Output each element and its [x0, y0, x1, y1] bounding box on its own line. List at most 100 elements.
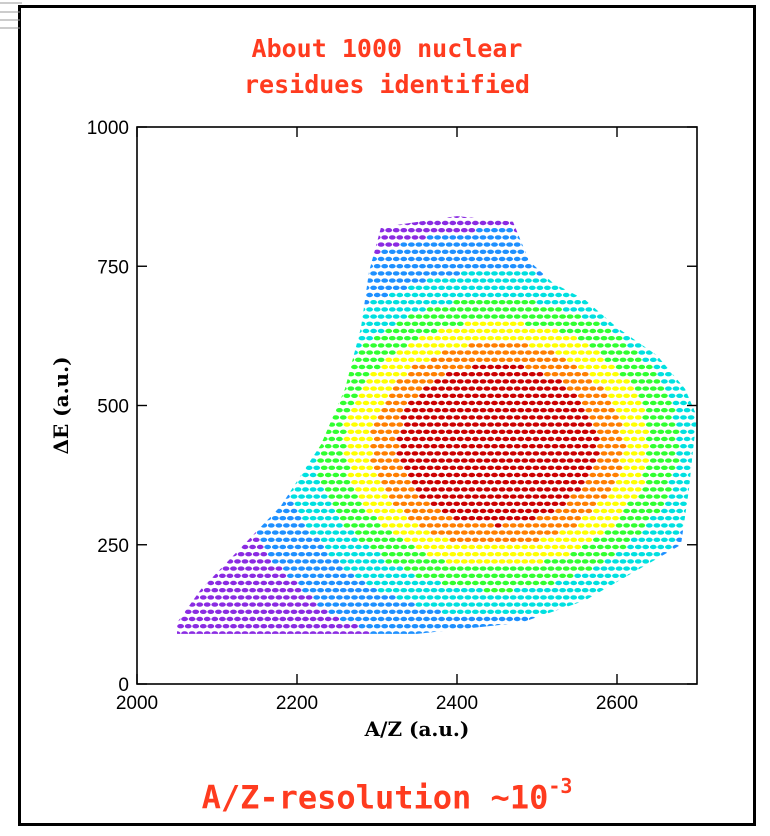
heat-cell-3207: [423, 516, 430, 521]
heat-cell-324: [536, 216, 544, 219]
heat-cell-3591: [196, 559, 204, 564]
heat-cell-2124: [581, 400, 589, 406]
heat-cell-1706: [551, 357, 559, 362]
heat-cell-4190: [551, 616, 559, 622]
heat-cell-3799: [207, 580, 215, 586]
heat-cell-2911: [271, 487, 279, 492]
heat-cell-4078: [230, 609, 237, 614]
heat-cell-3763: [453, 573, 461, 578]
heat-cell-3516: [672, 544, 680, 550]
heat-cell-1781: [600, 364, 608, 370]
heat-cell-808: [547, 264, 555, 269]
heat-cell-189: [559, 199, 566, 203]
heat-cell-694: [203, 256, 211, 262]
heat-cell-1222: [547, 307, 555, 312]
heat-cell-1225: [570, 307, 578, 312]
heat-cell-393: [540, 220, 547, 226]
heat-cell-635: [283, 249, 290, 254]
heat-cell-967: [181, 285, 189, 290]
heat-cell-4096: [366, 609, 373, 614]
heat-cell-4718: [370, 674, 377, 678]
heat-cell-2588: [441, 451, 449, 456]
heat-cell-3061: [362, 501, 370, 506]
heat-cell-4106: [441, 609, 449, 614]
heat-cell-3432: [562, 537, 570, 542]
heat-cell-3692: [441, 566, 449, 571]
heat-cell-4264: [593, 624, 600, 629]
heat-cell-284: [234, 216, 241, 219]
heat-cell-1862: [687, 372, 695, 377]
heat-cell-377: [419, 220, 426, 226]
heat-cell-3009: [494, 494, 502, 499]
heat-cell-24: [355, 185, 362, 189]
heat-cell-1366: [593, 321, 600, 326]
heat-cell-3223: [544, 516, 551, 521]
heat-cell-2824: [657, 472, 665, 478]
heat-cell-266: [623, 206, 630, 210]
heat-cell-4659: [449, 667, 456, 671]
heat-cell-3422: [487, 537, 494, 542]
heat-cell-2239: [408, 415, 415, 420]
heat-cell-2103: [423, 400, 430, 406]
heat-cell-2657: [438, 458, 445, 463]
heat-cell-1202: [396, 307, 404, 312]
heat-cell-3804: [245, 580, 253, 586]
heat-cell-4686: [654, 667, 661, 671]
heat-cell-3868: [203, 588, 211, 593]
heat-cell-2175: [449, 408, 457, 413]
heat-cell-2443: [388, 436, 396, 442]
heat-cell-1317: [222, 321, 230, 326]
heat-cell-1578: [627, 343, 634, 348]
heat-cell-4486: [185, 653, 192, 657]
heat-cell-3191: [302, 516, 309, 521]
heat-cell-3008: [487, 494, 494, 499]
heat-cell-2381: [438, 429, 445, 434]
heat-cell-2582: [396, 451, 404, 456]
heat-cell-587: [438, 242, 445, 247]
heat-cell-257: [555, 206, 562, 210]
heat-cell-3502: [566, 544, 574, 550]
heat-cell-4522: [457, 653, 464, 657]
heat-cell-4384: [457, 638, 464, 642]
heat-cell-490: [230, 235, 237, 240]
heat-cell-4109: [464, 609, 472, 614]
heat-cell-4237: [388, 624, 396, 629]
heat-cell-2675: [574, 458, 582, 463]
heat-cell-4634: [260, 667, 267, 671]
heat-cell-228: [336, 206, 343, 210]
heat-cell-4191: [559, 616, 566, 622]
heat-cell-1675: [317, 357, 324, 362]
heat-cell-4391: [510, 638, 517, 642]
heat-cell-1495: [525, 336, 532, 341]
heat-cell-1896: [426, 379, 434, 384]
heat-cell-2847: [313, 480, 321, 485]
heat-cell-541: [615, 235, 623, 240]
heat-cell-3807: [267, 580, 275, 586]
heat-cell-1865: [192, 379, 200, 384]
heat-cell-875: [528, 271, 536, 276]
heat-cell-757: [680, 256, 687, 262]
heat-cell-2678: [597, 458, 604, 463]
heat-cell-4031: [392, 602, 400, 607]
heat-cell-812: [577, 264, 585, 269]
heat-cell-4210: [184, 624, 192, 629]
heat-cell-662: [487, 249, 494, 254]
heat-cell-1483: [434, 336, 441, 341]
heat-cell-3163: [615, 508, 623, 514]
heat-cell-3074: [460, 501, 468, 506]
heat-cell-4751: [620, 674, 627, 678]
heat-cell-3992: [623, 595, 630, 600]
heat-cell-1716: [627, 357, 634, 362]
heat-cell-2368: [339, 429, 347, 434]
heat-cell-2298: [336, 422, 343, 427]
heat-cell-937: [479, 278, 487, 283]
heat-cell-2021: [328, 393, 336, 398]
heat-cell-2015: [283, 393, 290, 398]
heat-cell-3643: [589, 559, 597, 564]
heat-cell-4565: [257, 660, 264, 664]
heat-cell-468: [581, 228, 589, 233]
heat-cell-3178: [203, 516, 211, 521]
heat-cell-804: [517, 264, 525, 269]
heat-cell-385: [479, 220, 487, 226]
heat-cell-1811: [302, 372, 309, 377]
